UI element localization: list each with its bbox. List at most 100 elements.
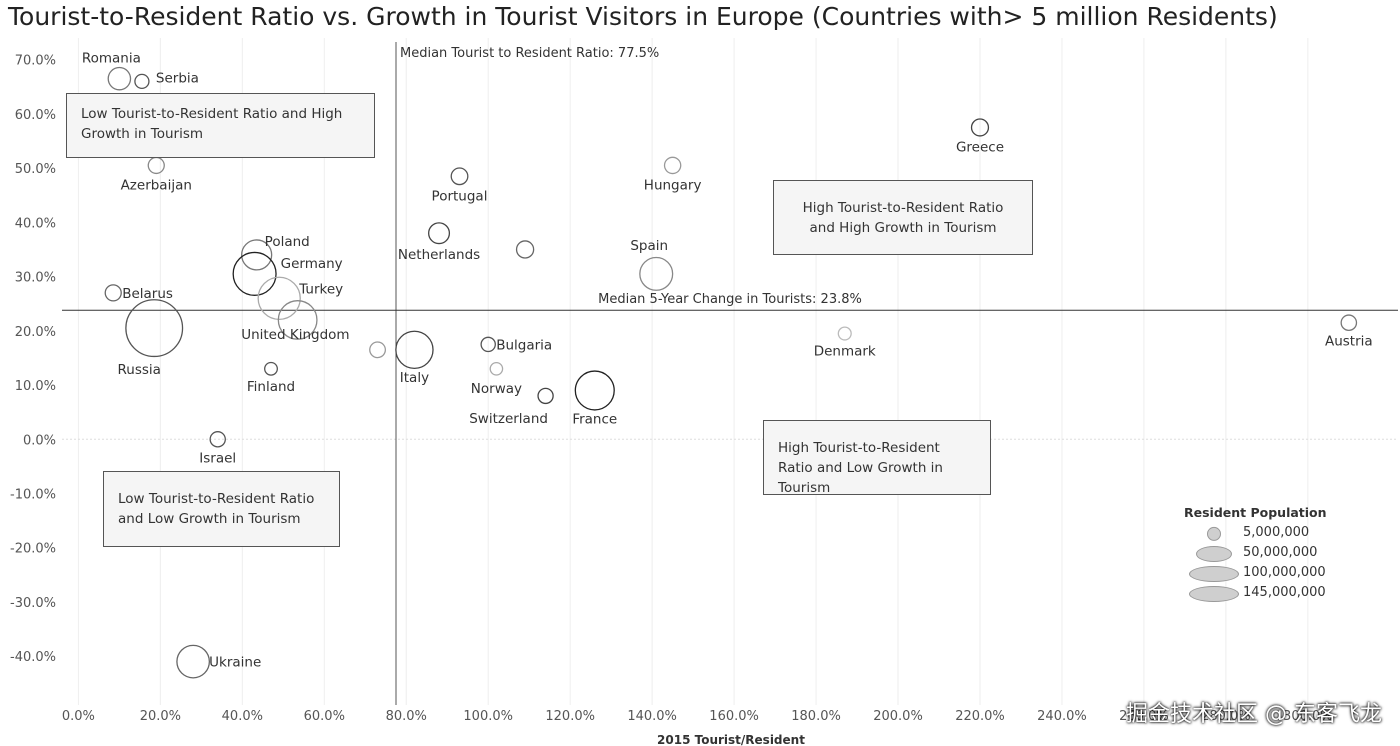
data-point-switzerland[interactable] — [537, 387, 554, 405]
x-tick-label: 240.0% — [1037, 709, 1087, 724]
data-point-germany[interactable] — [232, 251, 277, 296]
data-point-belarus[interactable] — [104, 284, 122, 302]
point-label: Belarus — [122, 286, 173, 302]
x-tick-label: 280.0% — [1201, 709, 1251, 724]
data-point-romania[interactable] — [107, 66, 132, 91]
watermark: 掘金技术社区 @ 东客飞龙 — [1126, 702, 1382, 727]
data-point-france[interactable] — [574, 370, 615, 411]
median-x-label: Median Tourist to Resident Ratio: 77.5% — [400, 46, 659, 61]
data-point-greece[interactable] — [970, 118, 990, 137]
data-point-turkey[interactable] — [257, 276, 301, 320]
y-tick-label: -20.0% — [10, 542, 56, 557]
point-label: Bulgaria — [496, 337, 552, 353]
data-point-israel[interactable] — [209, 431, 226, 448]
x-tick-label: 200.0% — [873, 709, 923, 724]
data-point-austria[interactable] — [1340, 314, 1358, 332]
data-point-denmark[interactable] — [837, 326, 852, 341]
y-tick-label: 60.0% — [15, 108, 56, 123]
x-tick-label: 180.0% — [791, 709, 841, 724]
x-tick-label: 260.0% — [1119, 709, 1169, 724]
y-tick-label: -10.0% — [10, 488, 56, 503]
y-tick-label: -30.0% — [10, 596, 56, 611]
y-tick-label: 30.0% — [15, 271, 56, 286]
point-label: Hungary — [644, 177, 702, 193]
median-lines: Median Tourist to Resident Ratio: 77.5% M… — [62, 42, 1398, 705]
data-point-finland[interactable] — [264, 361, 278, 376]
legend-row: 50,000,000 — [1184, 544, 1344, 564]
data-point-russia[interactable] — [125, 299, 184, 358]
legend-size-swatch — [1189, 586, 1239, 602]
x-tick-label: 100.0% — [463, 709, 513, 724]
data-point[interactable] — [515, 240, 535, 259]
point-label: Switzerland — [469, 411, 548, 427]
legend-label: 50,000,000 — [1243, 545, 1318, 560]
data-point-azerbaijan[interactable] — [147, 156, 165, 175]
point-label: Serbia — [156, 70, 199, 86]
data-point-hungary[interactable] — [663, 156, 682, 175]
x-tick-label: 20.0% — [140, 709, 181, 724]
y-tick-label: 10.0% — [15, 379, 56, 394]
size-legend: Resident Population 5,000,000 50,000,000 1… — [1184, 505, 1344, 604]
y-tick-label: -40.0% — [10, 650, 56, 665]
point-label: Norway — [471, 381, 522, 397]
data-point-norway[interactable] — [489, 361, 504, 376]
x-tick-label: 80.0% — [386, 709, 427, 724]
point-label: France — [572, 411, 617, 427]
chart-title: Tourist-to-Resident Ratio vs. Growth in … — [8, 2, 1278, 31]
legend-row: 100,000,000 — [1184, 564, 1344, 584]
data-point-bulgaria[interactable] — [480, 336, 496, 353]
x-tick-label: 120.0% — [545, 709, 595, 724]
legend-size-swatch — [1195, 546, 1233, 562]
point-label: Portugal — [432, 188, 488, 204]
data-point-united-kingdom[interactable] — [369, 341, 387, 359]
quadrant-low-high: Low Tourist-to-Resident Ratio and High G… — [66, 93, 375, 158]
x-tick-label: 40.0% — [222, 709, 263, 724]
data-point-italy[interactable] — [395, 330, 434, 370]
point-label: Romania — [82, 51, 141, 67]
point-label: Italy — [400, 370, 429, 386]
x-tick-label: 140.0% — [627, 709, 677, 724]
point-label: Israel — [199, 450, 236, 466]
data-points — [104, 66, 1358, 679]
data-point-portugal[interactable] — [450, 167, 469, 186]
x-tick-label: 220.0% — [955, 709, 1005, 724]
point-label: Spain — [630, 238, 668, 254]
point-label: Azerbaijan — [121, 177, 192, 193]
y-tick-label: 40.0% — [15, 216, 56, 231]
x-axis-title: 2015 Tourist/Resident — [657, 733, 805, 746]
point-labels: Romania Serbia Azerbaijan Portugal Hungary Gr… — [82, 51, 1373, 671]
data-point[interactable] — [277, 300, 318, 340]
point-label: United Kingdom — [241, 327, 349, 343]
point-label: Austria — [1325, 334, 1373, 350]
point-label: Greece — [956, 139, 1004, 155]
quadrant-high-low: High Tourist-to-Resident Ratio and Low G… — [763, 420, 991, 496]
legend-row: 5,000,000 — [1184, 524, 1344, 544]
legend-size-swatch — [1189, 566, 1239, 582]
x-tick-label: 60.0% — [304, 709, 345, 724]
y-tick-label: 20.0% — [15, 325, 56, 340]
data-point-spain[interactable] — [639, 256, 674, 291]
x-tick-label: 160.0% — [709, 709, 759, 724]
legend-title: Resident Population — [1184, 505, 1327, 520]
legend-row: 145,000,000 — [1184, 584, 1344, 604]
point-label: Russia — [117, 362, 160, 378]
legend-label: 145,000,000 — [1243, 585, 1326, 600]
y-tick-label: 50.0% — [15, 162, 56, 177]
data-point-serbia[interactable] — [134, 73, 150, 90]
data-point-poland[interactable] — [241, 239, 273, 271]
point-label: Netherlands — [398, 247, 480, 263]
point-label: Ukraine — [209, 655, 261, 671]
data-point-netherlands[interactable] — [428, 222, 451, 245]
point-label: Denmark — [814, 344, 876, 360]
quadrant-high-high: High Tourist-to-Resident Ratio and High … — [773, 180, 1033, 255]
legend-size-swatch — [1206, 526, 1222, 542]
point-label: Finland — [247, 379, 295, 395]
quadrant-low-low: Low Tourist-to-Resident Ratio and Low Gr… — [103, 471, 340, 547]
y-tick-label: 0.0% — [23, 433, 56, 448]
point-label: Poland — [265, 234, 310, 250]
median-y-label: Median 5-Year Change in Tourists: 23.8% — [598, 292, 862, 307]
y-tick-label: 70.0% — [15, 54, 56, 69]
data-point-ukraine[interactable] — [176, 644, 211, 679]
point-label: Turkey — [298, 281, 343, 297]
